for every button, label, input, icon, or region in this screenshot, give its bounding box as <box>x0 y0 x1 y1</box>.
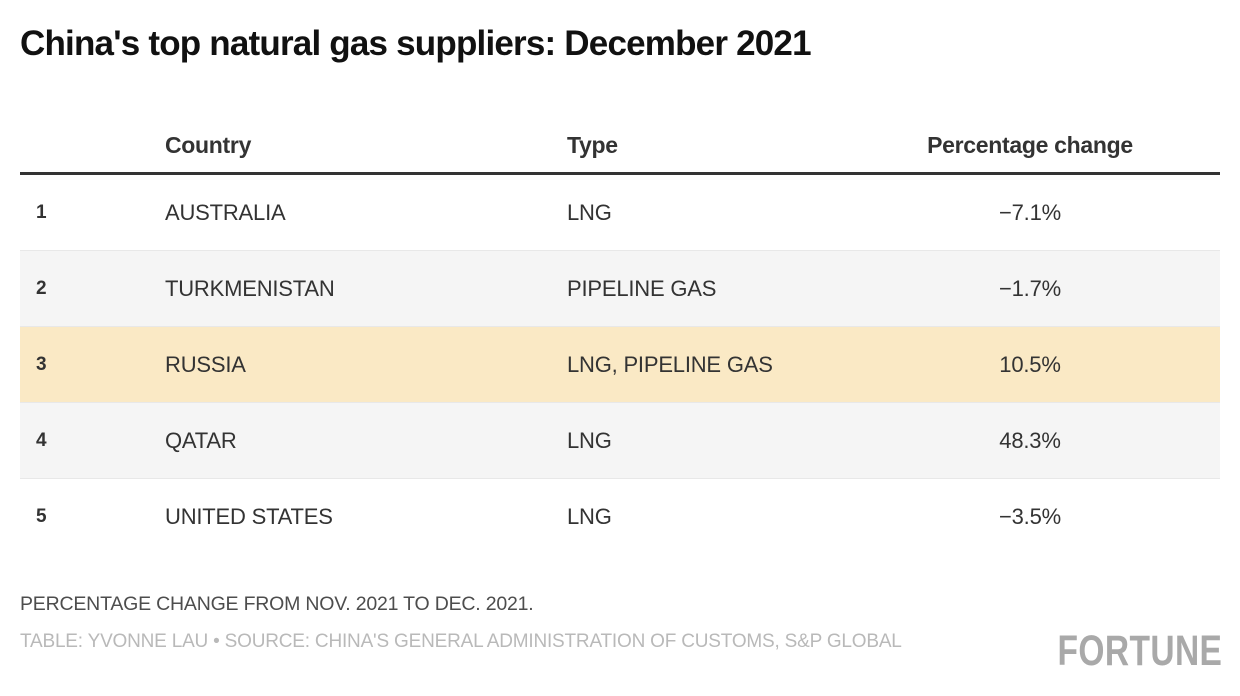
percentage-change-cell: −3.5% <box>999 503 1061 529</box>
type-cell: LNG <box>567 427 612 453</box>
rank-cell: 1 <box>36 201 47 223</box>
table-row: 2 TURKMENISTAN PIPELINE GAS −1.7% <box>20 251 1220 327</box>
type-cell: PIPELINE GAS <box>567 275 717 301</box>
header-percentage-change: Percentage change <box>927 132 1133 158</box>
fortune-logo: FORTUNE <box>1057 627 1222 675</box>
footnote: PERCENTAGE CHANGE FROM NOV. 2021 TO DEC.… <box>20 593 534 615</box>
country-cell: QATAR <box>165 427 237 453</box>
table-row: 5 UNITED STATES LNG −3.5% <box>20 479 1220 554</box>
percentage-change-cell: 48.3% <box>999 427 1061 453</box>
country-cell: RUSSIA <box>165 351 246 377</box>
type-cell: LNG, PIPELINE GAS <box>567 351 773 377</box>
country-cell: TURKMENISTAN <box>165 275 335 301</box>
suppliers-table: Country Type Percentage change 1 AUSTRAL… <box>20 119 1220 554</box>
header-country: Country <box>165 132 252 158</box>
rank-cell: 5 <box>36 505 47 527</box>
table-row: 3 RUSSIA LNG, PIPELINE GAS 10.5% <box>20 327 1220 403</box>
table-row: 4 QATAR LNG 48.3% <box>20 403 1220 479</box>
credit-line: TABLE: YVONNE LAU • SOURCE: CHINA'S GENE… <box>20 631 902 652</box>
percentage-change-cell: −1.7% <box>999 275 1061 301</box>
rank-cell: 3 <box>36 353 47 375</box>
type-cell: LNG <box>567 503 612 529</box>
table-header-row: Country Type Percentage change <box>20 119 1220 175</box>
header-type: Type <box>567 132 618 158</box>
table-body: 1 AUSTRALIA LNG −7.1% 2 TURKMENISTAN PIP… <box>20 175 1220 554</box>
percentage-change-cell: −7.1% <box>999 199 1061 225</box>
rank-cell: 2 <box>36 277 47 299</box>
percentage-change-cell: 10.5% <box>999 351 1061 377</box>
rank-cell: 4 <box>36 429 47 451</box>
country-cell: UNITED STATES <box>165 503 333 529</box>
table-row: 1 AUSTRALIA LNG −7.1% <box>20 175 1220 251</box>
type-cell: LNG <box>567 199 612 225</box>
page-title: China's top natural gas suppliers: Decem… <box>20 24 812 63</box>
country-cell: AUSTRALIA <box>165 199 286 225</box>
